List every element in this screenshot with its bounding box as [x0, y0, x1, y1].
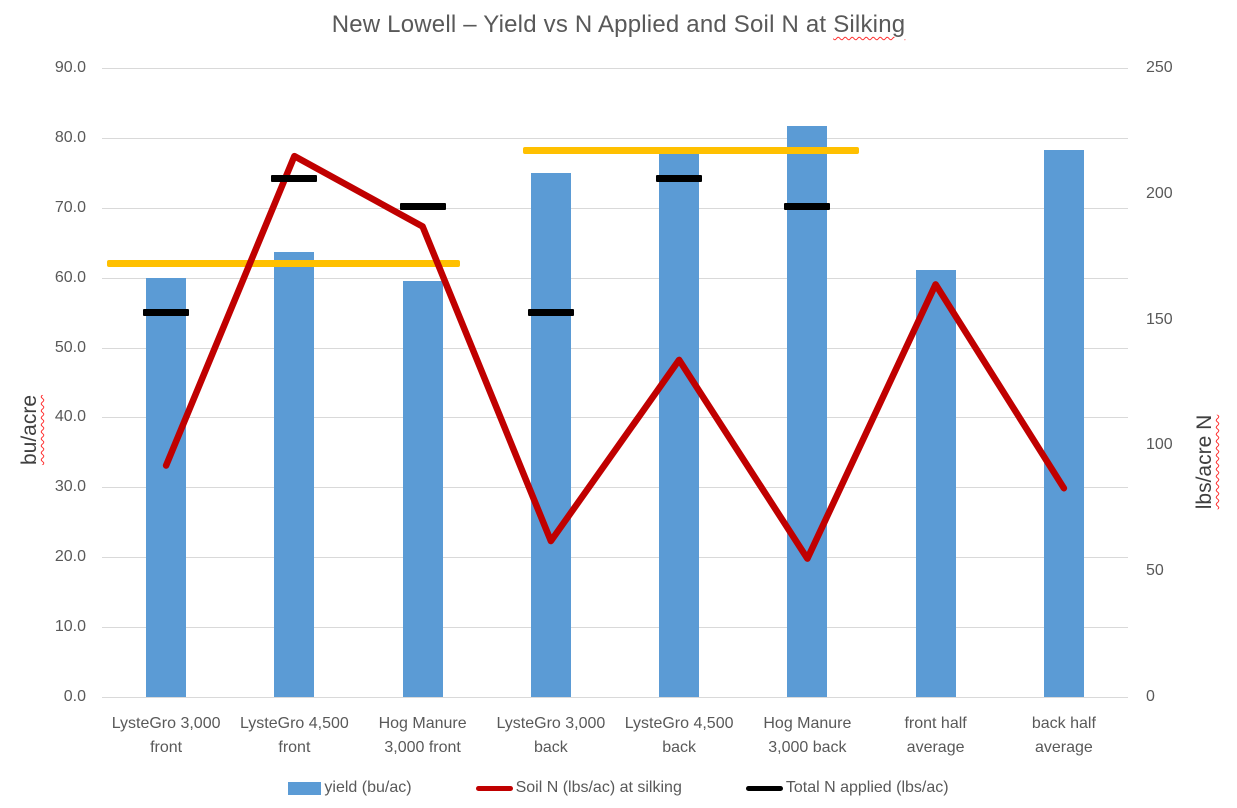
- total-n-applied-dash[interactable]: [143, 308, 190, 316]
- right-axis-tick: 200: [1146, 184, 1173, 202]
- gridline: [102, 417, 1128, 419]
- yield-bar[interactable]: [1043, 149, 1084, 697]
- chart-title-spellcheck-word: Silking: [833, 11, 906, 38]
- x-axis-category-label: Hog Manure 3,000 front: [378, 715, 467, 756]
- x-axis-category-label: LysteGro 4,500 front: [239, 715, 349, 756]
- legend-label-total-n: Total N applied (lbs/ac): [785, 779, 949, 796]
- total-n-applied-dash[interactable]: [399, 202, 446, 210]
- yield-bar[interactable]: [659, 153, 700, 697]
- gridline: [102, 137, 1128, 139]
- left-axis-tick: 40.0: [54, 408, 86, 426]
- legend-item-soil-n[interactable]: Soil N (lbs/ac) at silking: [475, 779, 682, 797]
- left-axis-tick: 90.0: [54, 59, 86, 76]
- reference-line[interactable]: [107, 260, 460, 268]
- x-axis-category-label: LysteGro 4,500 back: [624, 715, 734, 756]
- total-n-applied-dash[interactable]: [271, 175, 318, 183]
- left-axis-tick: 30.0: [54, 478, 86, 496]
- x-axis-category-label: front half average: [904, 715, 967, 756]
- left-axis-tick: 20.0: [54, 548, 86, 566]
- gridline: [102, 557, 1128, 559]
- gridline: [102, 487, 1128, 489]
- total-n-series-swatch: [745, 785, 783, 791]
- gridline: [102, 697, 1128, 698]
- total-n-applied-dash[interactable]: [784, 202, 831, 210]
- yield-bar[interactable]: [787, 126, 828, 697]
- left-axis-tick: 50.0: [54, 338, 86, 356]
- left-axis-tick: 70.0: [54, 198, 86, 216]
- legend-item-yield[interactable]: yield (bu/ac): [288, 779, 412, 797]
- right-axis-tick: 150: [1146, 310, 1173, 328]
- left-axis-tick: 60.0: [54, 268, 86, 286]
- chart-title-text: New Lowell – Yield vs N Applied and Soil…: [331, 11, 834, 38]
- yield-bar[interactable]: [274, 251, 315, 697]
- left-axis-tick: 0.0: [63, 688, 86, 705]
- legend-label-soil-n: Soil N (lbs/ac) at silking: [515, 779, 682, 796]
- left-axis-tick: 80.0: [54, 128, 86, 146]
- chart-title[interactable]: New Lowell – Yield vs N Applied and Soil…: [0, 11, 1237, 39]
- legend-item-total-n[interactable]: Total N applied (lbs/ac): [745, 779, 949, 797]
- x-axis-category-label: back half average: [1031, 715, 1096, 756]
- x-axis-category-label: LysteGro 3,000 front: [111, 715, 221, 756]
- gridline: [102, 68, 1128, 69]
- x-axis-category-label: Hog Manure 3,000 back: [763, 715, 852, 756]
- legend: yield (bu/ac) Soil N (lbs/ac) at silking…: [0, 777, 1237, 799]
- left-axis-tick: 10.0: [54, 618, 86, 636]
- right-axis-tick: 250: [1146, 59, 1173, 76]
- gridline: [102, 347, 1128, 349]
- x-axis-category-label: LysteGro 3,000 back: [496, 715, 606, 756]
- yield-series-swatch: [288, 781, 322, 795]
- gridline: [102, 207, 1128, 209]
- yield-bar[interactable]: [146, 277, 187, 697]
- right-axis-tick: 100: [1146, 436, 1173, 454]
- gridline: [102, 277, 1128, 279]
- total-n-applied-dash[interactable]: [656, 175, 703, 183]
- yield-bar[interactable]: [915, 270, 956, 697]
- right-axis-tick: 0: [1146, 688, 1155, 705]
- yield-bar[interactable]: [530, 172, 571, 697]
- reference-line[interactable]: [522, 147, 859, 154]
- legend-label-yield: yield (bu/ac): [324, 779, 412, 796]
- right-axis-tick: 50: [1146, 562, 1164, 580]
- soil-n-series-swatch: [475, 785, 513, 791]
- soil-n-line[interactable]: [162, 152, 1068, 562]
- yield-bar[interactable]: [402, 281, 443, 697]
- gridline: [102, 627, 1128, 629]
- total-n-applied-dash[interactable]: [527, 308, 574, 316]
